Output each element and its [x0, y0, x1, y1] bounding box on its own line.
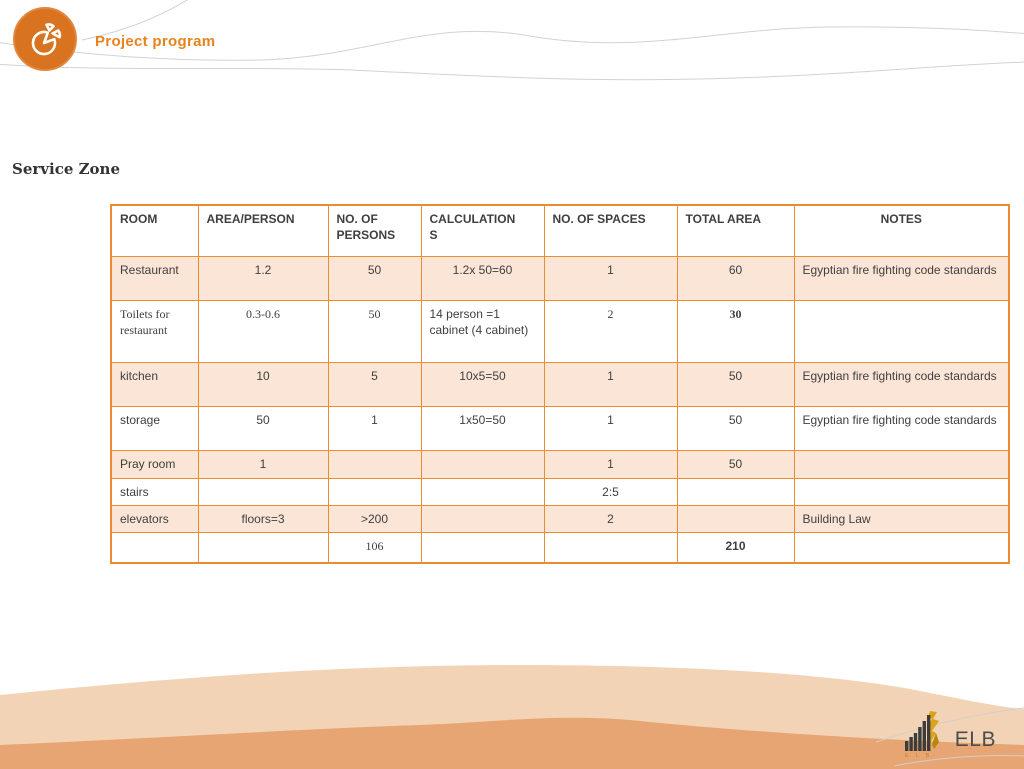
cell-notes: Building Law: [793, 504, 1010, 533]
table-row: elevators floors=3 >200 2 Building Law: [110, 504, 1010, 533]
cell-spaces: 1: [543, 361, 678, 407]
cell-room: kitchen: [110, 361, 199, 407]
col-header-notes: NOTES: [793, 204, 1010, 257]
table-total-row: 106 210: [110, 531, 1010, 564]
service-zone-table: ROOM AREA/PERSON NO. OF PERSONS CALCULAT…: [110, 204, 1010, 565]
col-header-no-of-persons: NO. OF PERSONS: [327, 204, 422, 257]
cell-total-area: [676, 477, 795, 506]
cell-total-area: 50: [676, 361, 795, 407]
section-title: Service Zone: [12, 160, 120, 178]
cell-persons: 1: [327, 405, 422, 451]
cell-area-person: [197, 477, 329, 506]
cell-spaces: [543, 531, 678, 564]
cell-spaces: 2: [543, 504, 678, 533]
cell-notes: Egyptian fire fighting code standards: [793, 255, 1010, 301]
table-row: stairs 2:5: [110, 477, 1010, 506]
cell-persons-total: 106: [327, 531, 422, 564]
cell-room: stairs: [110, 477, 199, 506]
cell-persons: [327, 477, 422, 506]
cell-persons: 50: [327, 255, 422, 301]
cell-area-person: 10: [197, 361, 329, 407]
cell-notes: [793, 449, 1010, 479]
cell-calculations: 14 person =1 cabinet (4 cabinet): [420, 299, 545, 363]
cell-calculations: [420, 477, 545, 506]
cell-room: elevators: [110, 504, 199, 533]
col-header-total-area: TOTAL AREA: [676, 204, 795, 257]
col-header-area-person: AREA/PERSON: [197, 204, 329, 257]
table-row: Pray room 1 1 50: [110, 449, 1010, 479]
logo-subtext: E L B: [905, 753, 932, 759]
company-logo: E L B ELB: [903, 709, 996, 759]
col-header-room: ROOM: [110, 204, 199, 257]
cell-area-person: 0.3-0.6: [197, 299, 329, 363]
cell-persons: >200: [327, 504, 422, 533]
cell-persons: 50: [327, 299, 422, 363]
cell-calculations: 10x5=50: [420, 361, 545, 407]
bottom-waves: [0, 665, 1024, 769]
cell-total-area: 50: [676, 405, 795, 451]
col-header-calculations: CALCULATIONS: [420, 204, 545, 257]
col-header-no-of-spaces: NO. OF SPACES: [543, 204, 678, 257]
cell-spaces: 2: [543, 299, 678, 363]
cell-notes: [793, 477, 1010, 506]
cell-total-area-sum: 210: [676, 531, 795, 564]
cell-room: storage: [110, 405, 199, 451]
cell-persons: 5: [327, 361, 422, 407]
cell-total-area: [676, 504, 795, 533]
header-accent-circle: [13, 7, 77, 71]
logo-text: ELB: [954, 728, 996, 751]
cell-area-person: 1: [197, 449, 329, 479]
cell-room: Restaurant: [110, 255, 199, 301]
cell-area-person: [197, 531, 329, 564]
buildings-skyline-icon: E L B: [904, 711, 939, 759]
cell-area-person: floors=3: [197, 504, 329, 533]
page-title: Project program: [95, 33, 216, 50]
cell-persons: [327, 449, 422, 479]
cell-area-person: 1.2: [197, 255, 329, 301]
cell-calculations: 1.2x 50=60: [420, 255, 545, 301]
cell-notes: Egyptian fire fighting code standards: [793, 361, 1010, 407]
cell-notes: [793, 531, 1010, 564]
table-row: kitchen 10 5 10x5=50 1 50 Egyptian fire …: [110, 361, 1010, 407]
cell-notes: [793, 299, 1010, 363]
cell-calculations: [420, 531, 545, 564]
table-header-row: ROOM AREA/PERSON NO. OF PERSONS CALCULAT…: [110, 204, 1010, 257]
cell-room: Pray room: [110, 449, 199, 479]
cell-total-area: 60: [676, 255, 795, 301]
cell-calculations: [420, 504, 545, 533]
cell-spaces: 1: [543, 449, 678, 479]
table-row: storage 50 1 1x50=50 1 50 Egyptian fire …: [110, 405, 1010, 451]
cell-area-person: 50: [197, 405, 329, 451]
cell-calculations: 1x50=50: [420, 405, 545, 451]
table-row: Restaurant 1.2 50 1.2x 50=60 1 60 Egypti…: [110, 255, 1010, 301]
cell-spaces: 2:5: [543, 477, 678, 506]
cell-room: Toilets for restaurant: [110, 299, 199, 363]
table-row: Toilets for restaurant 0.3-0.6 50 14 per…: [110, 299, 1010, 363]
cell-spaces: 1: [543, 255, 678, 301]
cell-notes: Egyptian fire fighting code standards: [793, 405, 1010, 451]
pie-chart-icon: [31, 23, 62, 56]
cell-room: [110, 531, 199, 564]
cell-total-area: 50: [676, 449, 795, 479]
top-wavy-lines: [0, 0, 1024, 81]
cell-total-area: 30: [676, 299, 795, 363]
cell-calculations: [420, 449, 545, 479]
cell-spaces: 1: [543, 405, 678, 451]
